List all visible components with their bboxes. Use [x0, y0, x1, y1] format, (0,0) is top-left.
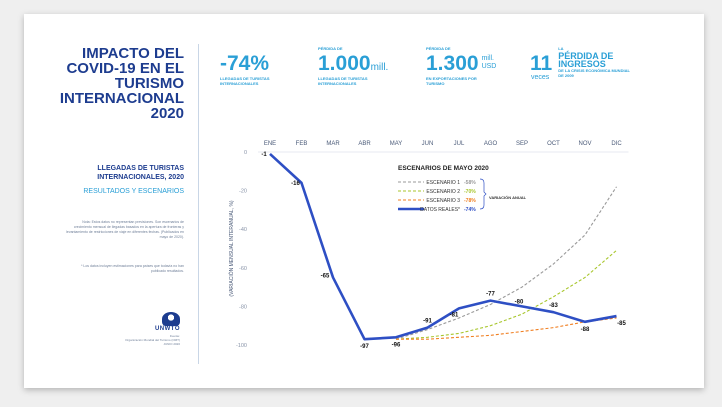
data-label: -83 [549, 303, 558, 309]
stat-value: 1.000mill. [318, 52, 398, 76]
data-label: -1 [261, 152, 267, 158]
legend-label: ESCENARIO 1 [426, 180, 460, 186]
logo-text: UNWTO [154, 326, 180, 332]
data-label: -80 [515, 299, 524, 305]
legend-label: ESCENARIO 3 [426, 198, 460, 204]
stat-number: 1.300 [426, 52, 479, 75]
stat-pre: PÉRDIDA DE [426, 46, 451, 51]
results-scenarios-label: RESULTADOS Y ESCENARIOS [83, 188, 184, 195]
stat-value: -74% [220, 52, 270, 75]
stat-text-block: LA PÉRDIDA DE INGRESOS DE LA CRISIS ECON… [558, 46, 668, 78]
source-text: Fuente: Organización Mundial del Turismo… [125, 334, 180, 346]
y-tick-label: -60 [239, 266, 247, 272]
series-line [395, 186, 617, 340]
data-label: -16 [291, 181, 300, 187]
data-label: -77 [486, 292, 495, 298]
x-tick-label: AGO [484, 141, 498, 147]
page-title: IMPACTO DEL COVID-19 EN EL TURISMO INTER… [59, 45, 184, 122]
legend-title: ESCENARIOS DE MAYO 2020 [398, 165, 489, 172]
x-tick-label: FEB [296, 141, 308, 147]
legend-label: ESCENARIO 2 [426, 189, 460, 195]
stat-value: 1.300 mill. USD [426, 52, 506, 76]
arrivals-line-chart: ENE FEB MAR ABR MAY JUN JUL AGO SEP OCT NOV DIC 0 -20… [228, 141, 629, 350]
legend-annual-value: -78% [464, 198, 476, 204]
y-tick-label: -20 [239, 189, 247, 195]
x-tick-label: MAY [390, 141, 403, 147]
series-line [396, 317, 617, 340]
stat-pre: PÉRDIDA DE [318, 46, 343, 51]
data-label: -65 [321, 273, 330, 279]
x-tick-label: DIC [611, 141, 622, 147]
data-label: -91 [423, 319, 432, 325]
stat-desc: EN EXPORTACIONES POR TURISMO [426, 76, 477, 86]
stat-unit: mill. [370, 62, 389, 73]
x-tick-label: OCT [547, 141, 560, 147]
unwto-logo: UNWTO Fuente: Organización Mundial del T… [125, 312, 180, 346]
legend-annual-value: -58% [464, 180, 476, 186]
legend-group-label: VARIACIÓN ANUAL [489, 195, 527, 200]
stat-number: 1.000 [318, 52, 371, 75]
x-tick-label: MAR [326, 141, 340, 147]
left-panel: IMPACTO DEL COVID-19 EN EL TURISMO INTER… [24, 14, 192, 388]
footnote-text: * Los datos incluyen estimaciones para p… [81, 264, 184, 273]
legend-annual-value: -70% [464, 189, 476, 195]
x-tick-label: JUL [454, 141, 465, 147]
y-tick-label: -40 [239, 227, 247, 233]
x-tick-label: JUN [422, 141, 434, 147]
x-tick-label: ENE [264, 141, 276, 147]
data-label: -96 [392, 342, 401, 348]
unwto-emblem-icon [162, 312, 180, 326]
stat-value: 11 [530, 52, 553, 75]
panel-divider [198, 44, 199, 364]
stat-revenue-loss: 11 veces LA PÉRDIDA DE INGRESOS DE LA CR… [530, 46, 668, 81]
stat-title: PÉRDIDA DE INGRESOS [558, 51, 614, 69]
data-label: -97 [360, 344, 369, 350]
y-axis-label: (VARIACIÓN MENSUAL INTERANUAL, %) [228, 200, 235, 296]
stat-arrivals-change: -74% LLEGADAS DE TURISTAS INTERNACIONALE… [220, 52, 300, 86]
legend-label: DATOS REALES* [420, 207, 460, 213]
infographic-slide: IMPACTO DEL COVID-19 EN EL TURISMO INTER… [24, 14, 704, 388]
data-label: -88 [581, 327, 590, 333]
stat-desc: LLEGADAS DE TURISTAS INTERNACIONALES [318, 76, 368, 86]
chart-subtitle: LLEGADAS DE TURISTAS INTERNACIONALES, 20… [97, 165, 184, 181]
data-label: -81 [450, 312, 459, 318]
stat-exports-loss: PÉRDIDA DE 1.300 mill. USD EN EXPORTACION… [426, 46, 506, 86]
x-tick-label: SEP [516, 141, 528, 147]
stat-veces: veces [531, 74, 550, 81]
stat-desc: DE LA CRISIS ECONÓMICA MUNDIAL DE 2009 [558, 68, 630, 78]
stat-desc: LLEGADAS DE TURISTAS INTERNACIONALES [220, 76, 270, 86]
stat-arrivals-loss: PÉRDIDA DE 1.000mill. LLEGADAS DE TURIST… [318, 46, 398, 86]
y-tick-label: -100 [236, 343, 247, 349]
legend-annual-value: -74% [464, 207, 476, 213]
x-tick-label: ABR [358, 141, 371, 147]
stat-lead: LA [558, 46, 564, 51]
note-text: Nota: Estos datos no representan previsi… [66, 220, 184, 239]
x-tick-label: NOV [578, 141, 591, 147]
legend-brace [479, 178, 487, 210]
y-tick-label: -80 [239, 304, 247, 310]
y-tick-label: 0 [244, 150, 247, 156]
series-line [269, 152, 617, 341]
stat-unit: mill. USD [481, 55, 497, 70]
series-line [395, 250, 617, 340]
data-label: -85 [617, 321, 626, 327]
